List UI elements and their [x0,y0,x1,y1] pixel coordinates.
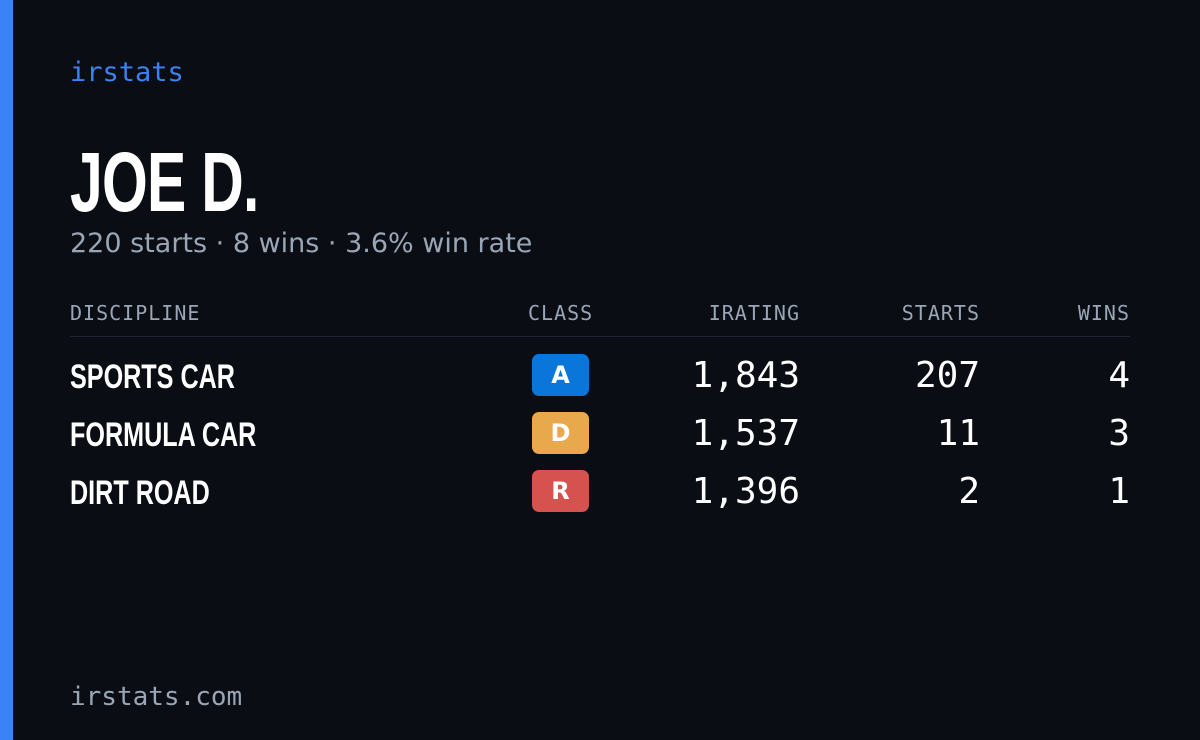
accent-bar [0,0,13,740]
header-starts: STARTS [901,301,980,325]
header-discipline: DISCIPLINE [70,301,201,325]
wins-value: 1 [1108,471,1130,512]
discipline-name: DIRT ROAD [70,474,210,512]
class-badge: D [532,412,589,454]
starts-value: 11 [936,413,980,454]
wins-value: 3 [1108,413,1130,454]
player-name: JOE D. [70,135,259,229]
irating-value: 1,537 [691,413,800,454]
player-summary: 220 starts · 8 wins · 3.6% win rate [70,228,533,259]
starts-value: 207 [914,355,980,396]
discipline-name: SPORTS CAR [70,358,235,396]
class-badge: R [532,470,589,512]
wins-value: 4 [1108,355,1130,396]
table-row: FORMULA CAR D 1,537 11 3 [70,406,1130,464]
irating-value: 1,843 [691,355,800,396]
class-badge: A [532,354,589,396]
table-row: SPORTS CAR A 1,843 207 4 [70,348,1130,406]
stats-table: DISCIPLINE CLASS IRATING STARTS WINS SPO… [70,296,1130,512]
starts-value: 2 [958,471,980,512]
header-class: CLASS [528,301,594,325]
brand-logo[interactable]: irstats [70,57,184,88]
discipline-name: FORMULA CAR [70,416,257,454]
table-row: DIRT ROAD R 1,396 2 1 [70,464,1130,522]
irating-value: 1,396 [691,471,800,512]
header-wins: WINS [1077,301,1130,325]
header-irating: IRATING [708,301,800,325]
footer-url[interactable]: irstats.com [70,682,243,712]
stats-table-header: DISCIPLINE CLASS IRATING STARTS WINS [70,296,1130,337]
stats-table-body: SPORTS CAR A 1,843 207 4 FORMULA CAR D 1… [70,348,1130,522]
